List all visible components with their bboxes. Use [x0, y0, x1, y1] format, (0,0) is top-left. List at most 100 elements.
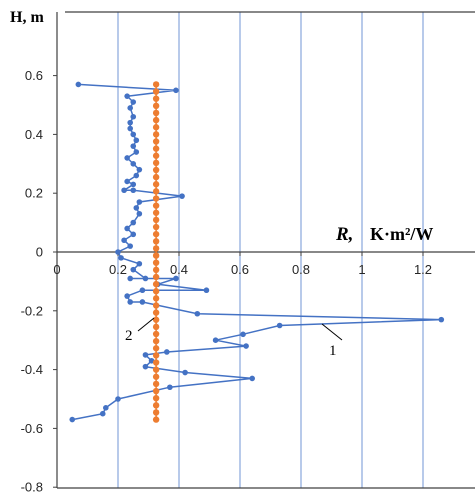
series-2-point — [152, 373, 160, 380]
series-1-point — [142, 363, 149, 370]
series-2-point — [152, 159, 160, 167]
x-tick-label: 0.4 — [170, 262, 188, 277]
series-1-point — [121, 237, 127, 244]
series-2-point — [152, 138, 160, 145]
series-1-point — [130, 99, 137, 105]
series-1-point — [124, 293, 130, 299]
series-2-point — [152, 345, 160, 352]
series-1-point — [130, 219, 137, 226]
series-1-point — [194, 310, 201, 317]
series-1-point — [182, 369, 188, 376]
x-tick-label: 1.2 — [414, 262, 432, 277]
series-1-point — [124, 93, 130, 99]
series-2-point — [152, 216, 160, 224]
series-1-point — [142, 352, 149, 358]
series-1-point — [136, 199, 143, 205]
series-2-point — [152, 366, 160, 373]
series-1-point — [173, 87, 179, 94]
series-1-point — [139, 287, 146, 294]
series-2-point — [152, 188, 160, 195]
series-2-point — [152, 302, 160, 309]
series-1-point — [118, 255, 124, 261]
series-1-point — [249, 375, 255, 382]
series-2-point — [152, 337, 160, 345]
series-2-point — [152, 152, 160, 159]
series-1-point — [240, 331, 246, 338]
series-2-point — [152, 409, 160, 416]
series-1-point — [69, 416, 76, 423]
series-1-point — [173, 275, 179, 282]
label-layer: 0 0.2 0.4 0.6 0.8 1 1.2 0.6 0.4 0.2 0 -0.2 -0.4 -0.6 -… — [10, 9, 433, 495]
y-tick-label: 0.4 — [25, 127, 43, 142]
series-2-point — [152, 259, 160, 266]
x-axis-units: K·m²/W — [370, 224, 433, 244]
curve-1-label: 1 — [329, 343, 337, 359]
series-2-point — [152, 352, 160, 359]
y-tick-label: -0.6 — [21, 421, 43, 436]
series-1-point — [142, 275, 149, 282]
series-2-point — [152, 394, 160, 402]
x-tick-label: 0 — [53, 262, 60, 277]
series-1-point — [115, 249, 121, 255]
y-tick-label: 0.6 — [25, 68, 43, 83]
series-1-point — [99, 410, 106, 417]
series-1-point — [133, 205, 140, 211]
series-1-point — [139, 299, 146, 305]
series-2-point — [152, 309, 160, 316]
series-1-point — [127, 243, 133, 249]
y-tick-label: 0.2 — [25, 186, 43, 201]
series-1-point — [130, 266, 137, 273]
series-2-point — [152, 181, 160, 188]
curve-2-leader-line — [137, 317, 155, 332]
series-1-point — [167, 384, 173, 391]
series-1-point — [136, 210, 143, 217]
series-1-point — [243, 343, 249, 349]
x-tick-label: 0.2 — [109, 262, 127, 277]
grid-layer — [117, 12, 424, 488]
series-2-point — [152, 223, 160, 231]
series-1-point — [130, 231, 137, 238]
series-1-point — [127, 299, 133, 305]
series-1-point — [133, 172, 140, 179]
series-2-point — [152, 173, 160, 181]
series-2-point — [152, 416, 160, 423]
series-1-point — [124, 178, 130, 185]
series-2-point — [152, 116, 160, 124]
series-1-point — [203, 287, 210, 294]
curve-1-leader-line — [321, 323, 343, 341]
series-2-point — [152, 387, 160, 395]
series-2-point — [152, 316, 160, 323]
series-1-point — [130, 131, 137, 138]
x-tick-label: 0.6 — [231, 262, 249, 277]
series-1-point — [124, 155, 130, 161]
series-2-point — [152, 238, 160, 245]
series-1-point — [124, 225, 130, 232]
series-2-point — [152, 280, 160, 288]
series-2-point — [152, 245, 160, 252]
series-2-point — [152, 402, 160, 409]
series-2-point — [152, 131, 160, 138]
series-1-point — [121, 187, 127, 194]
series-2-point — [152, 88, 160, 95]
series-2-point — [152, 252, 160, 259]
series-2-point — [152, 166, 160, 174]
series-2-point — [152, 288, 160, 295]
y-axis-title: H, m — [10, 9, 44, 26]
series-1-point — [127, 125, 133, 132]
series-2-point — [152, 359, 160, 366]
y-tick-label: -0.4 — [21, 362, 43, 377]
axis-layer — [53, 11, 475, 489]
series-1-point — [136, 260, 143, 267]
series-1-point — [179, 193, 185, 199]
series-2-point — [152, 145, 160, 152]
series-1-point — [127, 119, 133, 126]
series-1-point — [130, 187, 137, 194]
series-1-point — [103, 405, 109, 411]
series-2-point — [152, 102, 160, 110]
y-tick-label: -0.2 — [21, 303, 43, 318]
y-tick-label: 0 — [36, 245, 43, 260]
series-1-point — [127, 275, 133, 282]
series-2-point — [152, 95, 160, 102]
curve-2-label: 2 — [125, 328, 133, 344]
